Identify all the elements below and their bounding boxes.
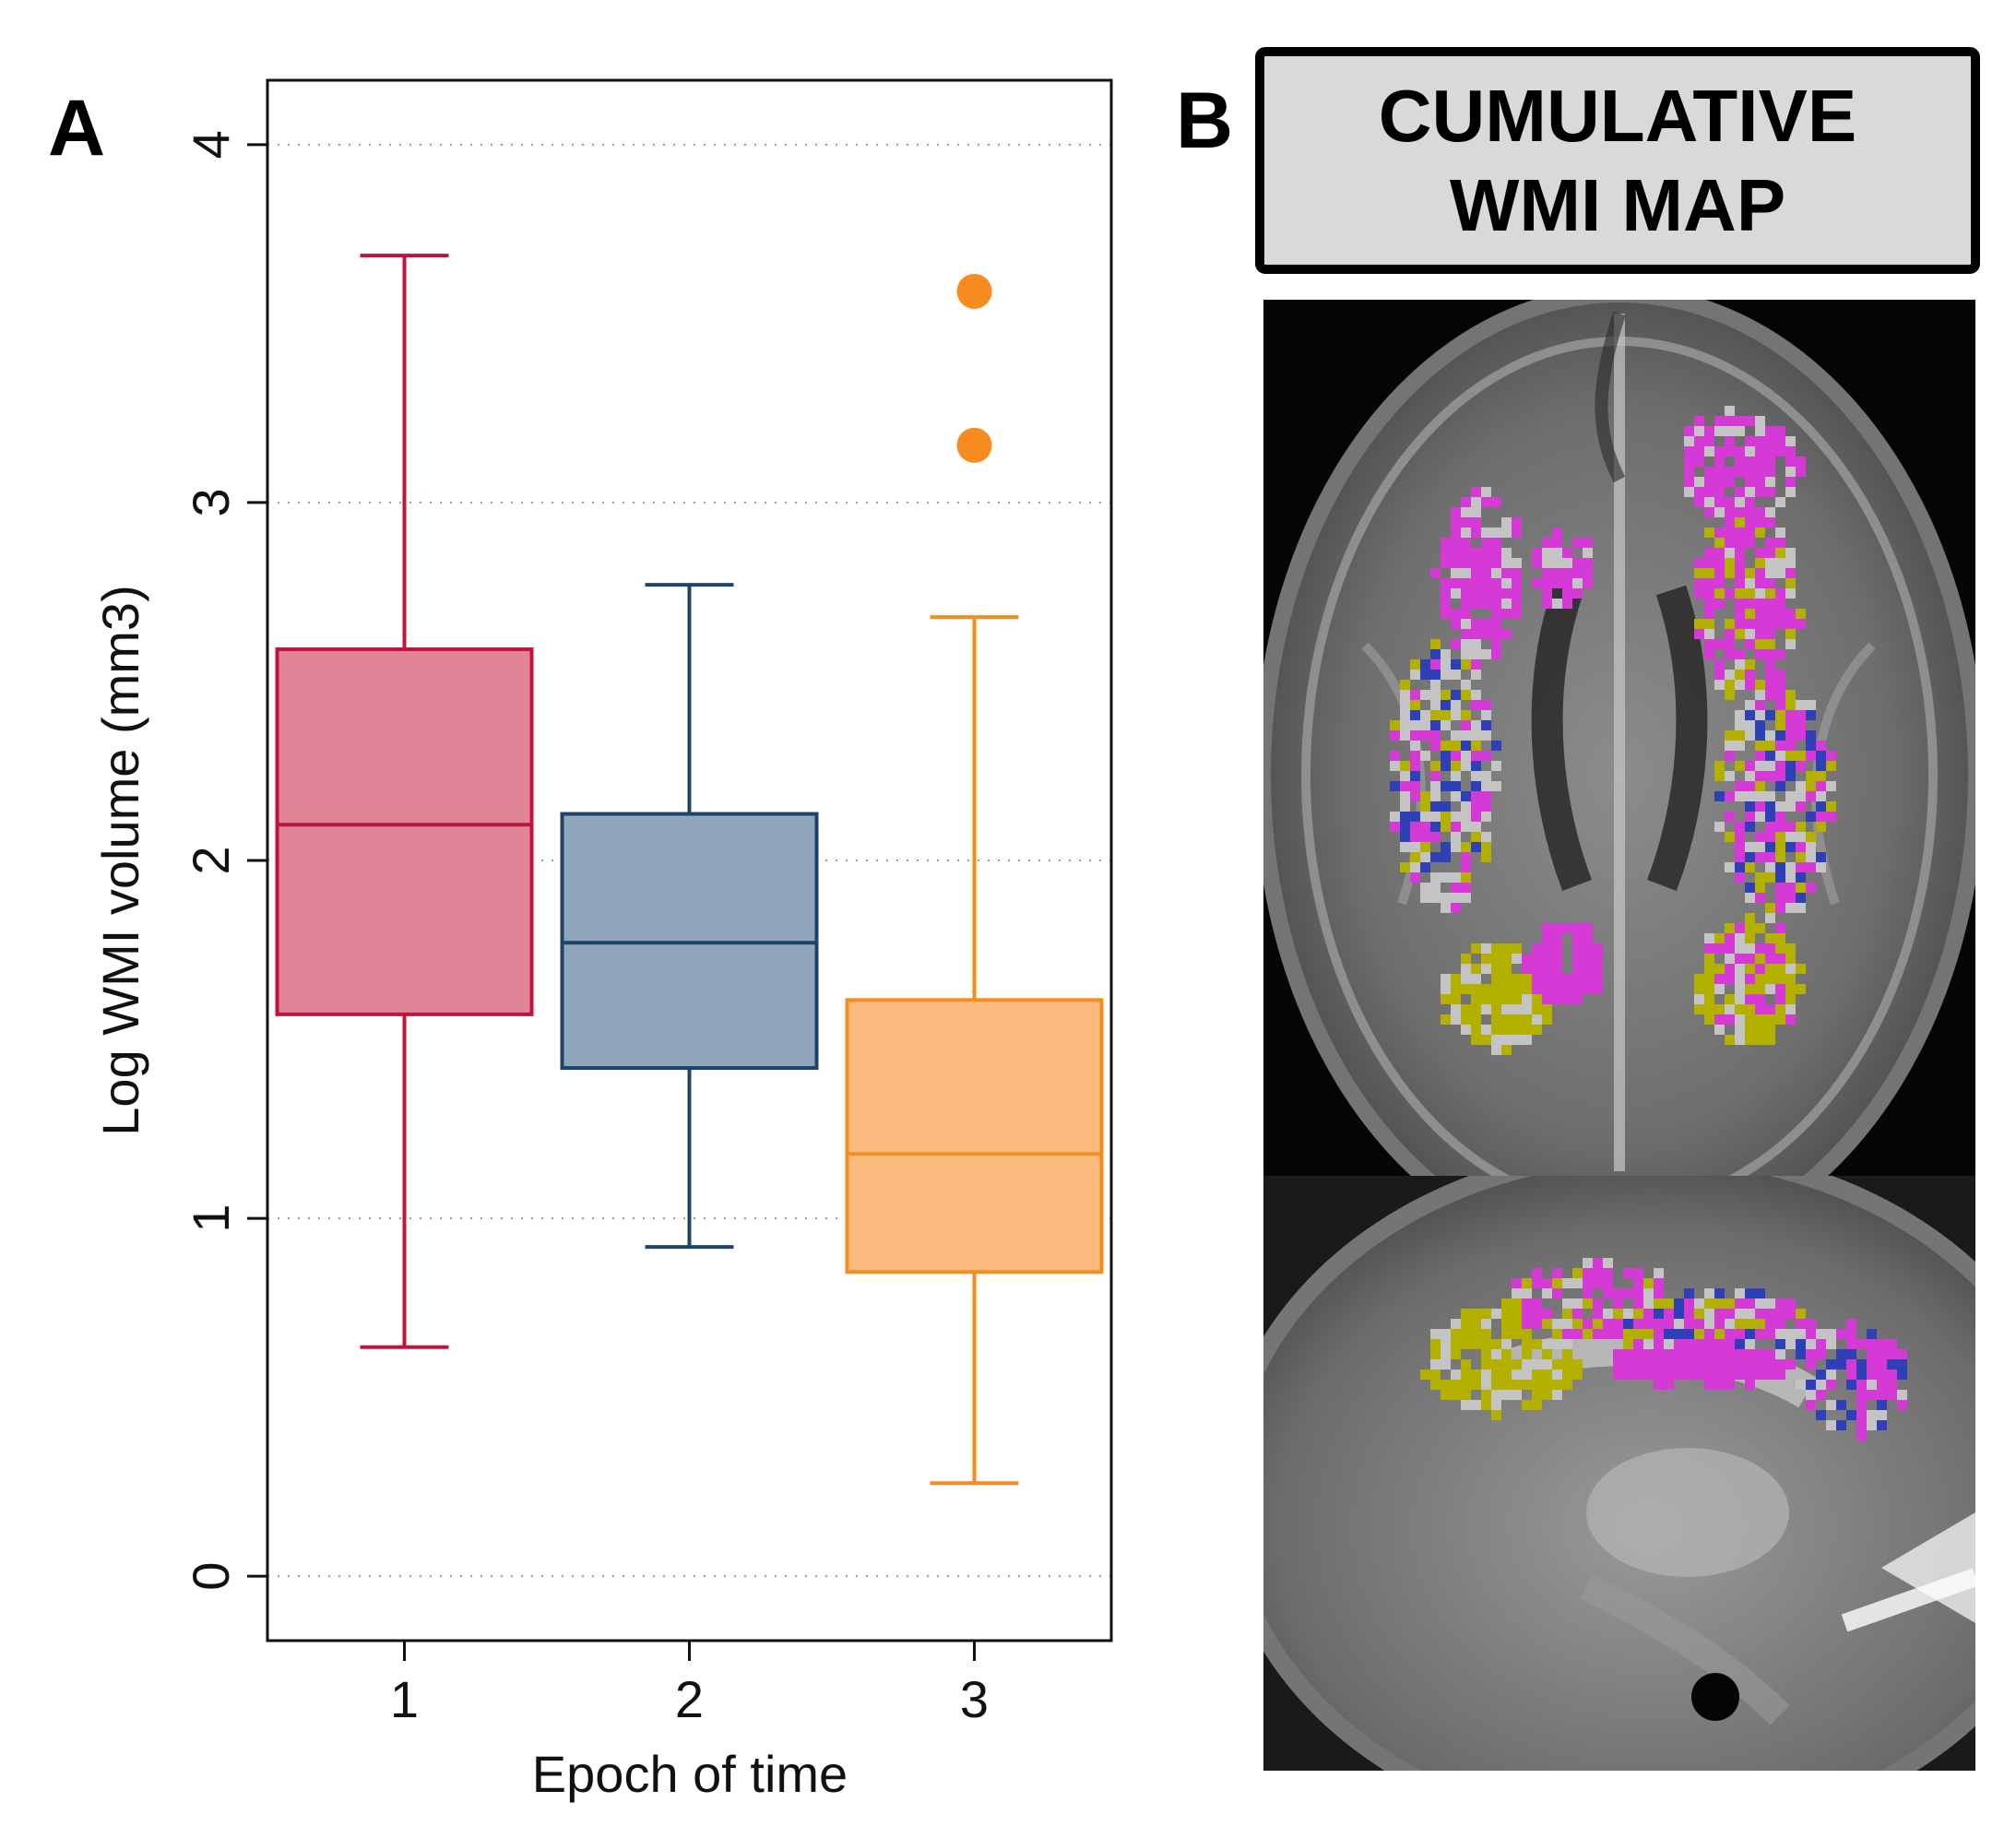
panel-b-label: B	[1176, 77, 1233, 165]
outlier-point-2	[956, 273, 992, 309]
y-axis-title: Log WMI volume (mm3)	[91, 585, 149, 1135]
box-epoch-3	[845, 273, 1104, 1486]
iqr-box	[275, 647, 534, 1016]
iqr-box	[845, 998, 1104, 1275]
panel-a-label: A	[48, 84, 105, 172]
y-tick-label-2: 2	[182, 846, 240, 874]
axial-wmi-overlay	[1390, 406, 1836, 1055]
plot-frame	[266, 78, 1113, 1642]
box-plot: 0 1 2 3 4 1 2 3 Log WMI volume (mm3) Epoch of …	[91, 78, 1113, 1803]
map-title-box: CUMULATIVE WMI MAP	[1255, 47, 1980, 274]
box-epoch-1	[275, 254, 534, 1349]
sagittal-brain-image	[1263, 1176, 1975, 1771]
x-tick-label-1: 1	[390, 1670, 419, 1728]
y-tick-label-1: 1	[182, 1204, 240, 1232]
boxes	[275, 254, 1104, 1486]
x-tick-label-3: 3	[960, 1670, 989, 1728]
box-epoch-2	[560, 583, 819, 1250]
x-tick-label-2: 2	[675, 1670, 704, 1728]
y-tick-label-3: 3	[182, 488, 240, 516]
axial-brain-image	[1263, 300, 1975, 1176]
outlier-point-1	[956, 427, 992, 463]
y-tick-label-0: 0	[182, 1562, 240, 1591]
sagittal-wmi-overlay	[1420, 1258, 1907, 1441]
y-axis-ticks: 0 1 2 3 4	[182, 130, 267, 1591]
map-title-line-1: CUMULATIVE	[1379, 75, 1856, 157]
y-tick-label-4: 4	[182, 130, 240, 159]
x-axis-title: Epoch of time	[532, 1745, 848, 1803]
map-title-line-2: WMI MAP	[1450, 164, 1785, 246]
x-axis-ticks: 1 2 3	[390, 1641, 989, 1728]
